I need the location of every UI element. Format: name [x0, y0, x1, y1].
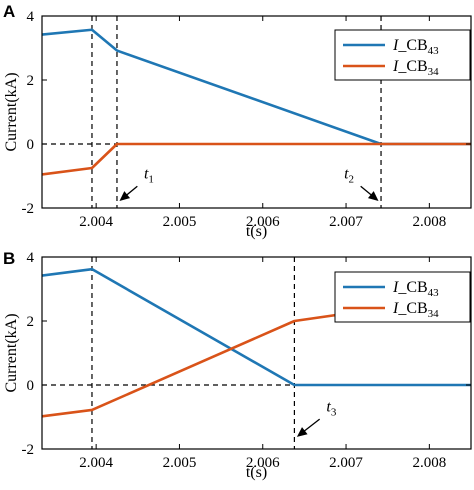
legend-entry-sub: 34: [428, 66, 440, 78]
legend-entry-sub: 43: [428, 287, 440, 299]
annotation-label-main: t: [326, 398, 331, 415]
x-tick-label: 2.008: [412, 455, 446, 471]
y-tick-label: -2: [22, 442, 35, 458]
annotation-label-sub: 1: [148, 173, 154, 185]
annotation-label-sub: 2: [349, 173, 355, 185]
x-tick-label: 2.006: [246, 455, 280, 471]
y-axis-label: Current(kA): [3, 313, 20, 392]
legend-entry-suffix: _CB: [397, 58, 427, 75]
chart-panel-a: A 2.004 2.005 2.006 2.007 2.008 -2 0 2 4 t(s) Curre…: [3, 2, 472, 240]
legend-entry-suffix: _CB: [397, 37, 427, 54]
legend-entry-suffix: _CB: [397, 279, 427, 296]
series-group: [42, 28, 471, 176]
y-tick-label: 2: [27, 73, 35, 89]
x-tick-label: 2.004: [79, 214, 113, 230]
axes-frame: [41, 256, 472, 450]
x-tick-label: 2.004: [79, 455, 113, 471]
annotation-label-sub: 3: [331, 406, 337, 418]
annotation-arrow-head: [119, 191, 131, 201]
legend-entry-34: I_CB34: [392, 300, 439, 320]
annotation-label: t3: [326, 398, 336, 418]
x-axis-label: t(s): [246, 223, 267, 240]
y-tick-label: 4: [27, 250, 35, 266]
annotation-arrow-head: [367, 191, 379, 201]
y-tick-label: -2: [22, 201, 35, 217]
x-tick-label: 2.008: [412, 214, 446, 230]
annotation-label-main: t: [144, 165, 149, 182]
legend-box: [334, 271, 471, 323]
annotation-label-main: t: [344, 165, 349, 182]
y-axis-label: Current(kA): [3, 72, 20, 151]
series-line-34: [42, 142, 471, 176]
guide-lines: [42, 257, 471, 449]
legend-entry-43: I_CB43: [392, 279, 439, 299]
x-tick-label: 2.007: [329, 455, 363, 471]
legend-entry-34: I_CB34: [392, 58, 439, 78]
legend-entry-sub: 43: [428, 45, 440, 57]
panel-label: B: [3, 249, 15, 268]
annotation-t3: t3: [296, 398, 337, 437]
legend-entry-prefix: I: [392, 37, 399, 54]
annotation-arrow-shaft: [302, 418, 321, 433]
x-tick-label: 2.005: [163, 214, 197, 230]
annotation-t2: t2: [344, 165, 379, 201]
chart-panel-b: B 2.004 2.005 2.006 2.007 2.008 -2 0 2 4 t(s) Curre…: [3, 249, 472, 481]
annotation-arrow-shaft: [360, 185, 373, 197]
panel-label: A: [3, 2, 15, 21]
annotation-label: t1: [144, 165, 154, 185]
x-axis-label: t(s): [246, 464, 267, 481]
annotation-arrow-shaft: [125, 185, 138, 197]
x-tick-label: 2.005: [163, 455, 197, 471]
y-tick-label: 0: [27, 378, 35, 394]
y-tick-label: 4: [27, 9, 35, 25]
legend-entry-sub: 34: [428, 308, 440, 320]
y-tick-label: 2: [27, 314, 35, 330]
legend-entry-prefix: I: [392, 300, 399, 317]
x-tick-label: 2.006: [246, 214, 280, 230]
annotation-arrow-head: [296, 427, 308, 437]
legend-box: [334, 29, 471, 81]
legend-entry-43: I_CB43: [392, 37, 439, 57]
legend-entry-suffix: _CB: [397, 300, 427, 317]
legend-entry-prefix: I: [392, 279, 399, 296]
x-tick-label: 2.007: [329, 214, 363, 230]
y-tick-label: 0: [27, 137, 35, 153]
legend-entry-prefix: I: [392, 58, 399, 75]
series-line-43: [42, 267, 471, 387]
axes-frame: [41, 15, 472, 209]
annotation-label: t2: [344, 165, 354, 185]
annotation-t1: t1: [119, 165, 154, 201]
